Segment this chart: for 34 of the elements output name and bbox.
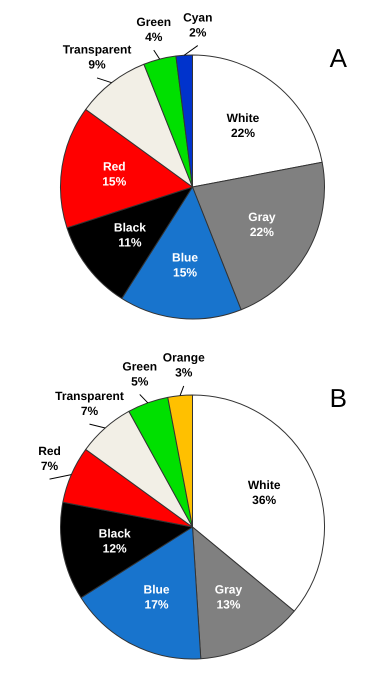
slice-label: Black bbox=[114, 220, 146, 234]
text: A bbox=[330, 43, 348, 74]
data-label: 2% bbox=[189, 25, 207, 40]
data-label: 11% bbox=[118, 235, 142, 250]
data-label: 4% bbox=[145, 30, 163, 44]
slice-label: Red bbox=[38, 444, 61, 458]
data-label: 17% bbox=[144, 597, 169, 612]
slice-label: Blue bbox=[172, 250, 198, 265]
data-label: 9% bbox=[88, 58, 106, 72]
data-label: 13% bbox=[216, 597, 241, 612]
data-label: 7% bbox=[40, 458, 59, 473]
slice-label: Blue bbox=[144, 582, 170, 596]
slice-label: Red bbox=[102, 159, 126, 174]
data-label: 15% bbox=[102, 174, 127, 188]
slice-label: White bbox=[248, 478, 281, 492]
slice-label: Transparent bbox=[62, 42, 132, 57]
data-label: 3% bbox=[175, 366, 193, 380]
slice-label: Gray bbox=[248, 210, 276, 224]
data-label: 36% bbox=[252, 493, 276, 508]
data-label: 7% bbox=[80, 404, 98, 418]
slice-label: Black bbox=[98, 526, 132, 541]
data-label: 22% bbox=[250, 224, 274, 239]
data-label: 5% bbox=[131, 374, 149, 388]
slice-label: White bbox=[226, 110, 260, 125]
text: B bbox=[330, 383, 347, 414]
slice-label: Cyan bbox=[183, 10, 212, 24]
data-label: 15% bbox=[173, 266, 198, 280]
data-label: 12% bbox=[102, 542, 128, 556]
slice-label: Transparent bbox=[55, 388, 124, 403]
data-label: 22% bbox=[230, 126, 256, 140]
slice-label: Green bbox=[122, 359, 158, 374]
slice-label: Green bbox=[136, 14, 172, 29]
slice-label: Orange bbox=[162, 350, 206, 365]
slice-label: Gray bbox=[214, 582, 242, 596]
